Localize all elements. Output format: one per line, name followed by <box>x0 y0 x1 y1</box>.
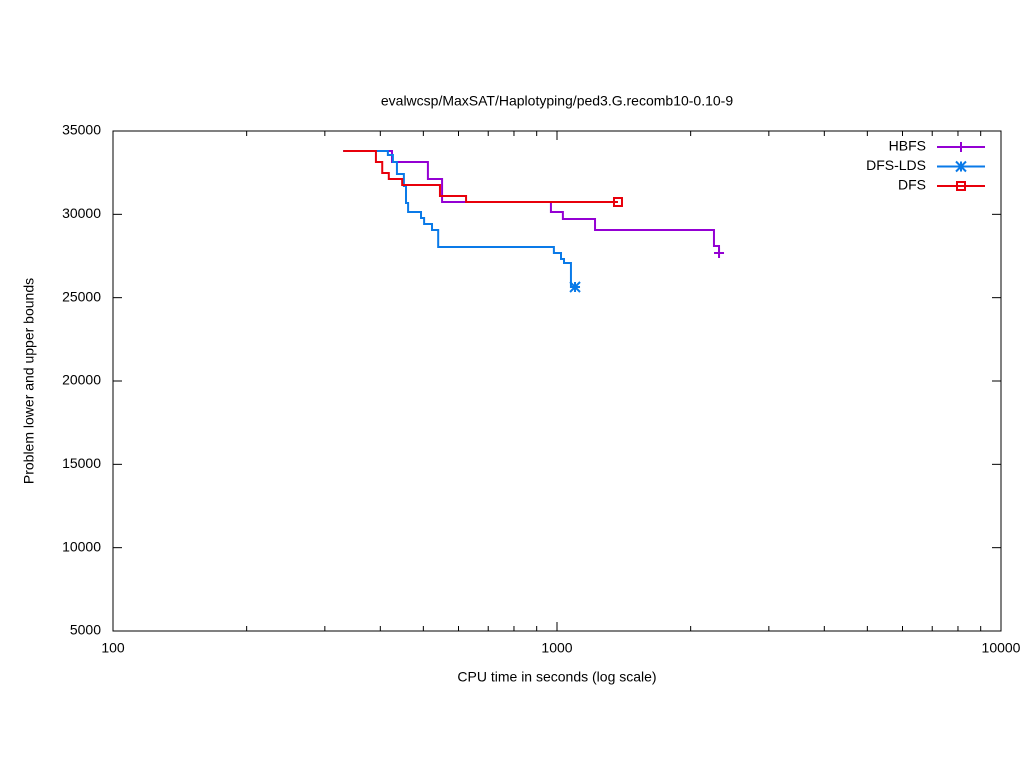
y-tick-label: 20000 <box>62 372 101 388</box>
y-tick-label: 35000 <box>62 122 101 138</box>
y-tick-label: 15000 <box>62 455 101 471</box>
point-marker <box>956 181 966 191</box>
legend-label: DFS-LDS <box>866 157 926 173</box>
series-line <box>343 150 576 288</box>
point-marker <box>569 281 581 293</box>
x-tick-label: 1000 <box>541 640 572 656</box>
point-marker <box>612 197 623 207</box>
chart-title: evalwcsp/MaxSAT/Haplotyping/ped3.G.recom… <box>381 93 733 109</box>
y-tick-label: 30000 <box>62 205 101 221</box>
point-marker <box>956 142 966 152</box>
series-line <box>343 150 618 203</box>
y-axis-label: Problem lower and upper bounds <box>21 278 37 484</box>
point-marker <box>714 248 725 258</box>
legend-label: HBFS <box>889 138 926 154</box>
plot-frame <box>112 130 1002 632</box>
x-tick-label: 100 <box>101 640 125 656</box>
x-axis-label: CPU time in seconds (log scale) <box>457 669 656 685</box>
x-tick-label: 10000 <box>982 640 1021 656</box>
y-tick-label: 10000 <box>62 538 101 554</box>
legend-label: DFS <box>898 177 926 193</box>
series-line <box>343 150 721 253</box>
point-marker <box>955 160 967 173</box>
y-tick-label: 5000 <box>70 622 101 638</box>
y-tick-label: 25000 <box>62 288 101 304</box>
